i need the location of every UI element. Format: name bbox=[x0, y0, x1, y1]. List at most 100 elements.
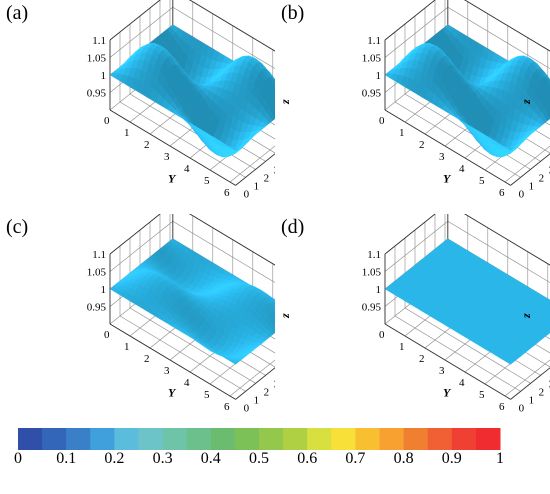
y-tick-label: 6 bbox=[224, 187, 230, 199]
colorbar: 0 0.1 0.2 0.3 0.4 0.5 0.6 0.7 0.8 0.9 1 bbox=[0, 426, 550, 494]
gridline bbox=[394, 315, 521, 392]
box-edge bbox=[235, 153, 275, 186]
z-tick-label: 1.1 bbox=[92, 249, 106, 261]
colorbar-tick-label: 0.8 bbox=[393, 450, 414, 467]
gridline bbox=[404, 93, 531, 170]
gridline bbox=[384, 7, 448, 58]
colorbar-strip bbox=[18, 428, 501, 450]
y-tick-label: 3 bbox=[439, 151, 445, 163]
colorbar-swatch bbox=[138, 428, 164, 450]
y-tick-label: 1 bbox=[124, 341, 130, 353]
y-tick-label: 4 bbox=[184, 163, 190, 175]
colorbar-swatch bbox=[90, 428, 115, 450]
y-tick-label: 0 bbox=[379, 115, 385, 127]
surface-patch bbox=[505, 358, 514, 365]
x-tick-label: 2 bbox=[264, 386, 270, 398]
x-tick-label: 3 bbox=[274, 164, 275, 176]
gridline bbox=[504, 145, 550, 183]
gridline bbox=[229, 359, 275, 397]
y-tick-label: 1 bbox=[124, 127, 130, 139]
panel-label: (d) bbox=[281, 216, 305, 238]
box-edge bbox=[109, 109, 236, 186]
gridline bbox=[172, 221, 275, 283]
box-edge bbox=[235, 367, 275, 400]
y-tick-label: 5 bbox=[479, 175, 485, 187]
box-edge bbox=[463, 214, 550, 266]
z-tick-label: 1 bbox=[101, 284, 107, 296]
x-tick-label: 0 bbox=[244, 188, 250, 200]
z-tick-label: 0.95 bbox=[87, 88, 107, 100]
colorbar-tick-label: 0.4 bbox=[200, 450, 221, 467]
colorbar-tick-label: 0.9 bbox=[441, 450, 462, 467]
box-edge bbox=[188, 214, 275, 266]
y-tick-label: 2 bbox=[144, 139, 150, 151]
x-tick-label: 1 bbox=[254, 180, 260, 192]
surface-patch bbox=[546, 318, 550, 323]
y-tick-label: 2 bbox=[419, 139, 425, 151]
z-tick-label: 1.05 bbox=[362, 53, 382, 65]
x-tick-label: 0 bbox=[244, 402, 250, 414]
box-edge bbox=[384, 109, 511, 186]
y-axis-label: Y bbox=[168, 385, 177, 399]
y-tick-label: 4 bbox=[459, 377, 465, 389]
z-tick-label: 0.95 bbox=[362, 88, 382, 100]
z-axis-label-left: z bbox=[278, 313, 292, 319]
x-tick-label: 2 bbox=[264, 172, 270, 184]
box-edge bbox=[188, 0, 275, 52]
surface bbox=[109, 24, 275, 158]
colorbar-tick-label: 1 bbox=[496, 450, 504, 467]
colorbar-swatch bbox=[379, 428, 405, 450]
gridline bbox=[119, 315, 246, 392]
y-axis-label: Y bbox=[443, 171, 452, 185]
surface-patch bbox=[271, 309, 275, 316]
z-axis-label-left: z bbox=[278, 99, 292, 105]
y-tick-label: 3 bbox=[164, 365, 170, 377]
surface-patch bbox=[546, 303, 550, 308]
surface-patch bbox=[546, 310, 550, 315]
gridline bbox=[394, 101, 521, 178]
y-tick-label: 3 bbox=[439, 365, 445, 377]
colorbar-swatch bbox=[210, 428, 236, 450]
y-tick-label: 2 bbox=[419, 353, 425, 365]
z-tick-label: 1.05 bbox=[87, 53, 107, 65]
surface bbox=[384, 238, 550, 365]
box-edge bbox=[384, 323, 511, 400]
colorbar-swatch bbox=[259, 428, 284, 450]
z-tick-label: 1.1 bbox=[367, 35, 381, 47]
z-tick-label: 0.95 bbox=[87, 302, 107, 314]
z-tick-label: 1 bbox=[101, 70, 107, 82]
y-tick-label: 5 bbox=[204, 175, 210, 187]
y-tick-label: 3 bbox=[164, 151, 170, 163]
colorbar-swatch bbox=[307, 428, 332, 450]
z-axis-label-right: z bbox=[519, 313, 533, 319]
colorbar-swatch bbox=[42, 428, 67, 450]
colorbar-swatch bbox=[283, 428, 308, 450]
gridline bbox=[447, 221, 550, 283]
colorbar-tick-label: 0.3 bbox=[152, 450, 173, 467]
panel-label: (a) bbox=[6, 2, 29, 24]
z-tick-label: 1.1 bbox=[367, 249, 381, 261]
colorbar-swatch bbox=[186, 428, 212, 450]
surface-patch bbox=[546, 102, 550, 113]
x-tick-label: 0 bbox=[519, 188, 525, 200]
y-tick-label: 6 bbox=[224, 401, 230, 413]
surface-patch bbox=[271, 320, 275, 328]
gridline bbox=[172, 7, 275, 69]
x-tick-label: 1 bbox=[529, 180, 535, 192]
z-tick-label: 1 bbox=[376, 284, 382, 296]
colorbar-swatch bbox=[355, 428, 380, 450]
y-tick-label: 0 bbox=[104, 115, 110, 127]
box-edge bbox=[109, 214, 161, 255]
gridline bbox=[109, 7, 173, 58]
x-tick-label: 3 bbox=[274, 378, 275, 390]
box-edge bbox=[109, 323, 236, 400]
colorbar-swatch bbox=[234, 428, 260, 450]
y-tick-label: 6 bbox=[499, 401, 505, 413]
x-tick-label: 1 bbox=[254, 394, 260, 406]
surface-patch bbox=[229, 360, 239, 365]
z-tick-label: 1.05 bbox=[362, 267, 382, 279]
